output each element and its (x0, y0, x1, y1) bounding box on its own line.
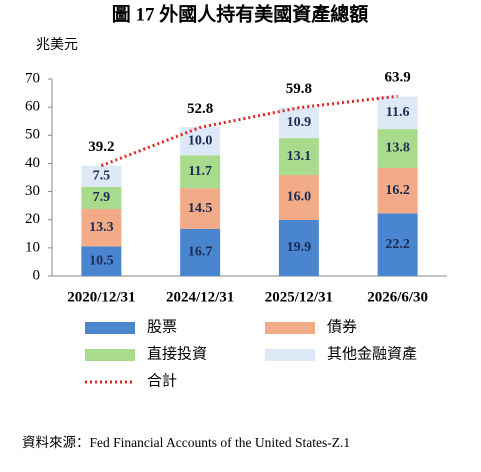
data-label: 7.9 (93, 190, 111, 205)
y-tick-label: 0 (33, 267, 41, 283)
data-label: 16.2 (385, 183, 410, 198)
chart-title: 圖 17 外國人持有美國資產總額 (112, 2, 369, 25)
x-tick-label: 2020/12/31 (67, 289, 135, 305)
legend-label: 債券 (327, 318, 357, 335)
source-note: 資料來源：Fed Financial Accounts of the Unite… (22, 435, 350, 450)
total-label: 63.9 (385, 70, 411, 86)
bar-segment (81, 186, 122, 210)
y-tick-label: 10 (25, 239, 40, 255)
data-label: 11.7 (188, 164, 212, 179)
total-label: 39.2 (88, 139, 114, 155)
y-tick-label: 70 (25, 70, 40, 86)
total-label: 52.8 (187, 101, 213, 117)
bar-segment (377, 213, 418, 276)
legend-label: 合計 (147, 372, 177, 389)
x-tick-label: 2025/12/31 (265, 289, 333, 305)
y-tick-label: 40 (25, 155, 40, 171)
y-tick-label: 30 (25, 183, 40, 199)
data-label: 10.9 (287, 115, 312, 130)
data-label: 7.5 (93, 168, 111, 183)
legend-label: 直接投資 (147, 345, 207, 362)
legend-label: 股票 (147, 318, 177, 335)
data-label: 13.3 (89, 220, 114, 235)
y-axis-label: 兆美元 (36, 37, 78, 53)
legend-swatch (85, 322, 135, 334)
data-label: 11.6 (386, 105, 410, 120)
data-label: 22.2 (385, 237, 410, 252)
data-label: 19.9 (287, 240, 312, 255)
data-label: 10.5 (89, 253, 114, 268)
x-tick-label: 2024/12/31 (166, 289, 234, 305)
legend-label: 其他金融資產 (327, 345, 417, 362)
bar-segment (278, 138, 319, 175)
data-label: 13.8 (385, 141, 410, 156)
data-label: 14.5 (188, 201, 213, 216)
bar-segment (81, 246, 122, 276)
bar-segment (278, 174, 319, 220)
bar-segment (377, 96, 418, 130)
data-label: 10.0 (188, 133, 213, 148)
total-label: 59.8 (286, 81, 312, 97)
bar-segment (81, 165, 122, 187)
y-tick-label: 60 (25, 99, 40, 115)
y-tick-label: 20 (25, 211, 40, 227)
data-label: 13.1 (287, 149, 312, 164)
bar-segment (278, 107, 319, 139)
bar-segment (180, 155, 221, 189)
bar-segment (278, 219, 319, 276)
bar-segment (180, 188, 221, 230)
bar-segment (377, 167, 418, 214)
bar-segment (377, 129, 418, 168)
x-tick-label: 2026/6/30 (367, 289, 428, 305)
data-label: 16.0 (287, 190, 312, 205)
bar-segment (180, 229, 221, 276)
total-line (100, 94, 398, 168)
data-label: 16.7 (188, 245, 213, 260)
bar-segment (81, 209, 122, 247)
y-tick-label: 50 (25, 127, 40, 143)
legend-swatch (265, 349, 315, 361)
legend-swatch (265, 322, 315, 334)
legend-swatch (85, 349, 135, 361)
